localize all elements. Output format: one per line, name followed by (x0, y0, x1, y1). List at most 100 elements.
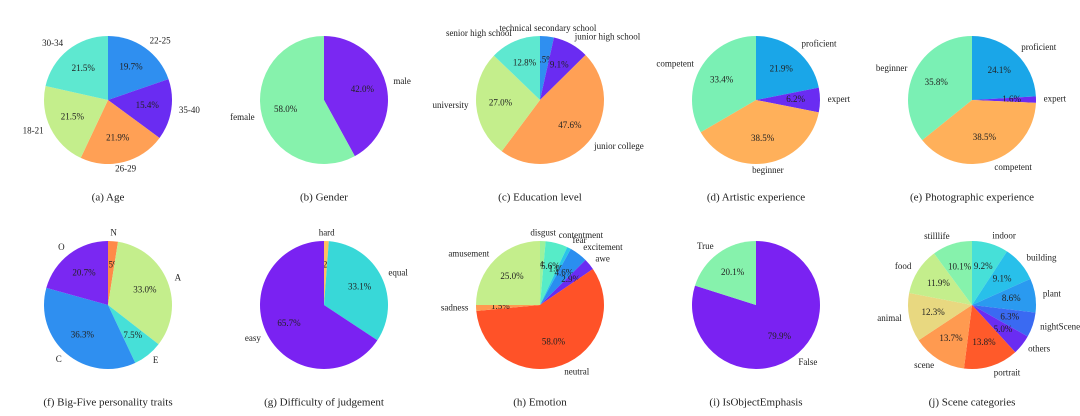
value-label: 38.5% (973, 132, 997, 142)
value-label: 9.2% (974, 261, 993, 271)
caption: (b) Gender (300, 192, 348, 204)
slice-label: equal (388, 268, 408, 278)
slice-label: 22-25 (150, 36, 171, 46)
value-label: 33.0% (133, 284, 157, 294)
value-label: 8.6% (1002, 293, 1021, 303)
slice-label: amusement (448, 248, 489, 258)
slice-label: easy (245, 333, 261, 343)
slice-label: awe (595, 254, 610, 264)
slice-label: disgust (530, 227, 556, 237)
pie-slice (909, 253, 972, 305)
value-label: 4.6% (555, 267, 574, 277)
value-label: 47.6% (558, 120, 582, 130)
value-label: 25.0% (500, 271, 524, 281)
pie-slice (540, 241, 546, 305)
slice-label: sadness (441, 302, 469, 312)
pie-slice (756, 87, 820, 113)
pie-slice (476, 269, 604, 369)
value-label: 21.5% (61, 112, 85, 122)
pie-slice (476, 55, 540, 152)
slice-label: False (798, 357, 817, 367)
value-label: 36.3% (71, 329, 95, 339)
caption: (i) IsObjectEmphasis (709, 397, 802, 409)
pie-slice (934, 241, 972, 305)
pie-slice (692, 36, 756, 133)
slice-label: contentment (559, 230, 604, 240)
slice-label: technical secondary school (499, 23, 596, 33)
value-label: 58.0% (274, 104, 298, 114)
value-label: 3.5% (535, 55, 554, 65)
slice-label: 30-34 (42, 38, 63, 48)
slice-label: portrait (994, 367, 1021, 377)
pie-slice (540, 260, 593, 305)
slice-label: animal (877, 313, 902, 323)
pie-slice (260, 36, 355, 164)
value-label: 11.9% (927, 278, 950, 288)
slice-label: beginner (752, 165, 784, 175)
pie-slice (540, 36, 554, 100)
value-label: 38.5% (751, 133, 775, 143)
pie-slice (756, 36, 819, 100)
pie-slice (476, 305, 540, 312)
value-label: 13.8% (972, 337, 996, 347)
pie-slice (972, 241, 1007, 305)
pie-slice (108, 241, 119, 305)
value-label: 21.9% (770, 63, 794, 73)
slice-label: food (895, 261, 912, 271)
caption: (j) Scene categories (929, 397, 1016, 409)
slice-label: expert (828, 94, 851, 104)
value-label: 33.4% (710, 74, 734, 84)
pie-slice (324, 241, 388, 341)
pie-slice (963, 305, 1016, 369)
caption: (a) Age (92, 192, 125, 204)
slice-label: beginner (876, 63, 908, 73)
caption: (d) Artistic experience (707, 192, 805, 204)
pie-slice (972, 305, 1028, 353)
caption: (g) Difficulty of judgement (264, 397, 384, 409)
slice-label: neutral (564, 367, 589, 377)
slice-label: competent (656, 58, 694, 68)
pie-slice (108, 305, 159, 363)
value-label: 79.9% (768, 331, 792, 341)
slice-label: indoor (992, 230, 1016, 240)
value-label: 15.4% (136, 100, 160, 110)
slice-label: excitement (583, 242, 623, 252)
pie-slice (80, 100, 160, 164)
value-label: 5.0% (994, 324, 1013, 334)
slice-label: competent (994, 162, 1032, 172)
slice-label: proficient (1021, 42, 1056, 52)
slice-label: N (110, 228, 117, 238)
value-label: 13.7% (939, 333, 963, 343)
pie-slice (908, 36, 972, 141)
value-label: 2.5% (102, 260, 121, 270)
slice-label: building (1027, 253, 1058, 263)
slice-label: proficient (802, 39, 837, 49)
value-label: 20.7% (72, 267, 96, 277)
value-label: 21.9% (106, 133, 130, 143)
pie-slice (972, 36, 1036, 100)
pie-slice (972, 305, 1036, 337)
pie-slice (922, 100, 1036, 164)
pie-slice (46, 241, 108, 305)
value-label: 2.9% (561, 274, 580, 284)
slice-label: A (175, 273, 182, 283)
slice-label: nightScene (1040, 321, 1080, 331)
pie-slice (972, 251, 1031, 305)
slice-label: 18-21 (23, 126, 44, 136)
pie-slice (908, 293, 972, 341)
caption: (e) Photographic experience (910, 192, 1034, 204)
value-label: 1.5% (491, 301, 510, 311)
slice-label: True (697, 241, 714, 251)
slice-label: junior college (593, 141, 644, 151)
value-label: 33.1% (348, 282, 372, 292)
pie-slice (540, 241, 568, 305)
value-label: 27.0% (489, 97, 513, 107)
pie-slice (44, 86, 108, 158)
value-label: 1.6% (1002, 94, 1021, 104)
pie-slice (695, 241, 756, 305)
pie-slice (259, 241, 378, 369)
slice-label: others (1028, 344, 1050, 354)
pie-slice (43, 287, 136, 369)
pie-slice (45, 36, 108, 100)
slice-label: senior high school (446, 28, 512, 38)
